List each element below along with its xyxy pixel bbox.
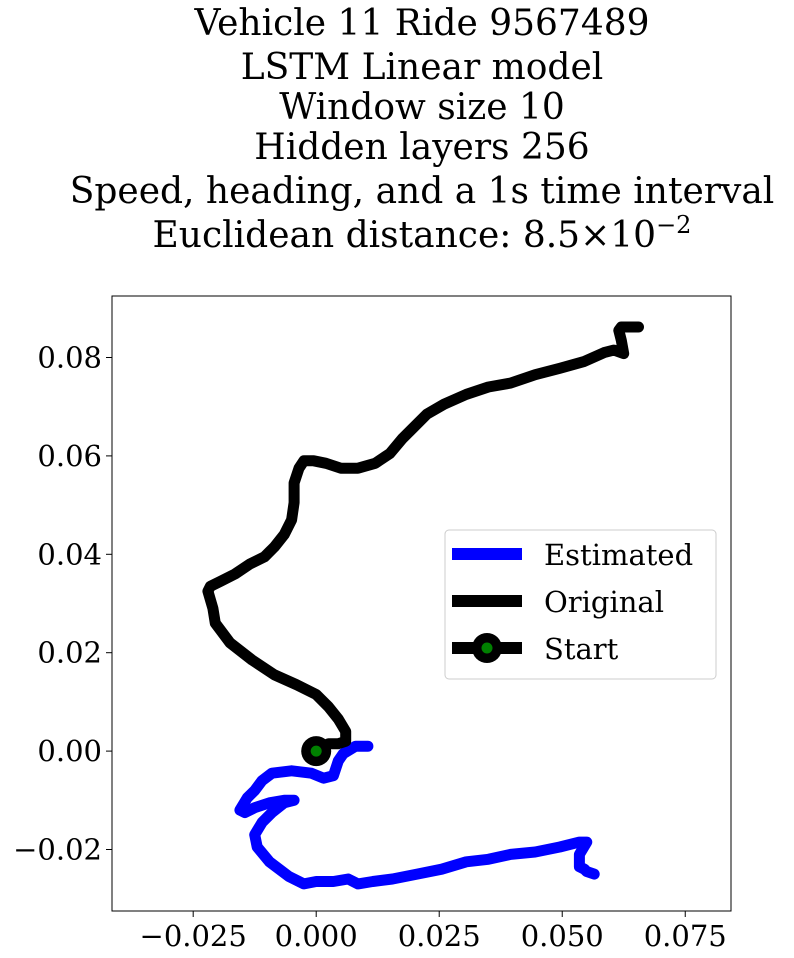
start-marker-dot	[311, 746, 322, 757]
y-tick-label: 0.08	[37, 341, 102, 375]
y-tick-label: 0.02	[37, 636, 102, 670]
metric-times-sign: ×	[580, 215, 610, 256]
title-line-vehicle: Vehicle 11 Ride 9567489	[193, 3, 649, 44]
y-tick-label: 0.06	[37, 439, 102, 473]
y-tick-label: −0.02	[13, 833, 102, 867]
title-line-inputs: Speed, heading, and a 1s time interval	[70, 171, 775, 212]
y-tick-label: 0.00	[37, 734, 102, 768]
x-tick-label: 0.050	[521, 919, 604, 953]
legend-label-start: Start	[544, 632, 619, 666]
x-tick-label: −0.025	[140, 919, 247, 953]
x-axis: −0.025 0.000 0.025 0.050 0.075	[140, 911, 727, 953]
x-tick-label: 0.000	[275, 919, 358, 953]
title-line-hidden-layers: Hidden layers 256	[254, 127, 589, 168]
metric-base: 10	[610, 215, 656, 256]
start-layer	[301, 736, 331, 766]
x-tick-label: 0.075	[644, 919, 727, 953]
y-tick-label: 0.04	[37, 537, 102, 571]
title-line-model: LSTM Linear model	[241, 47, 604, 88]
chart-title: Vehicle 11 Ride 9567489 LSTM Linear mode…	[70, 3, 775, 256]
legend-label-original: Original	[544, 585, 664, 619]
x-tick-label: 0.025	[398, 919, 481, 953]
metric-prefix: Euclidean distance: 8.5	[153, 215, 581, 256]
legend-swatch-start-dot	[482, 643, 493, 654]
title-line-metric: Euclidean distance: 8.5×10−2	[153, 211, 692, 256]
y-axis: −0.02 0.00 0.02 0.04 0.06 0.08	[13, 341, 112, 867]
metric-exponent: −2	[656, 211, 691, 239]
title-line-window: Window size 10	[279, 87, 565, 128]
legend: Estimated Original Start	[445, 530, 716, 679]
legend-label-estimated: Estimated	[544, 538, 693, 572]
